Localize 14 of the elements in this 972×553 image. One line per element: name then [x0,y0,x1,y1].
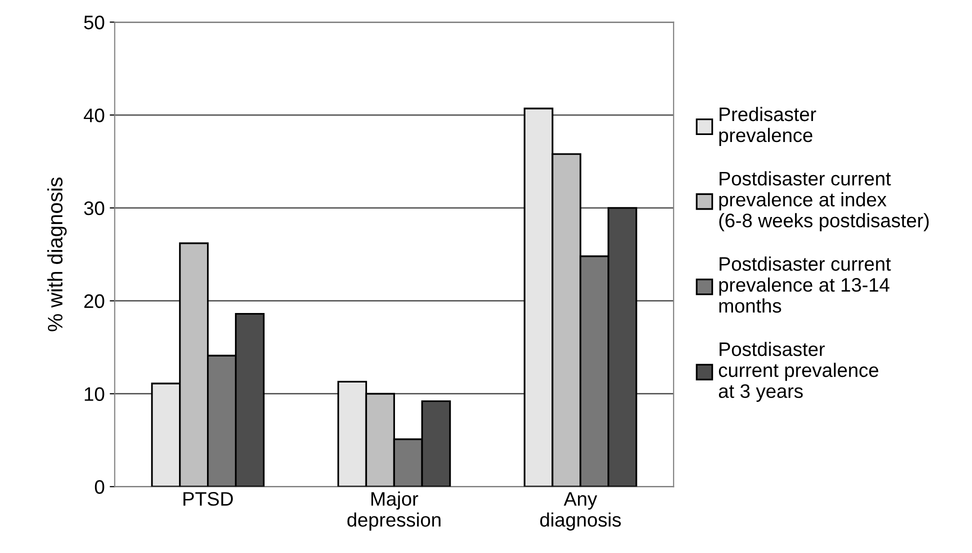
y-tick-label: 20 [84,294,104,308]
legend-label: Postdisaster current prevalence at 3 years [718,342,878,402]
y-axis-title: % with diagnosis [47,178,67,332]
legend-label: Predisaster prevalence [719,106,816,146]
x-tick-label: PTSD [184,492,233,506]
x-tick-label: Any diagnosis [540,492,621,531]
y-tick-label: 40 [84,108,104,122]
y-tick-label: 30 [84,201,104,216]
legend-label: Postdisaster current prevalence at 13-14 months [719,256,891,313]
y-tick-label: 0 [94,480,104,494]
x-tick-label: Major depression [347,492,440,531]
y-tick-label: 10 [84,387,104,401]
y-tick-label: 50 [84,16,104,30]
legend-label: Postdisaster current prevalence at index (6-8 weeks postdisaster) [719,171,929,232]
